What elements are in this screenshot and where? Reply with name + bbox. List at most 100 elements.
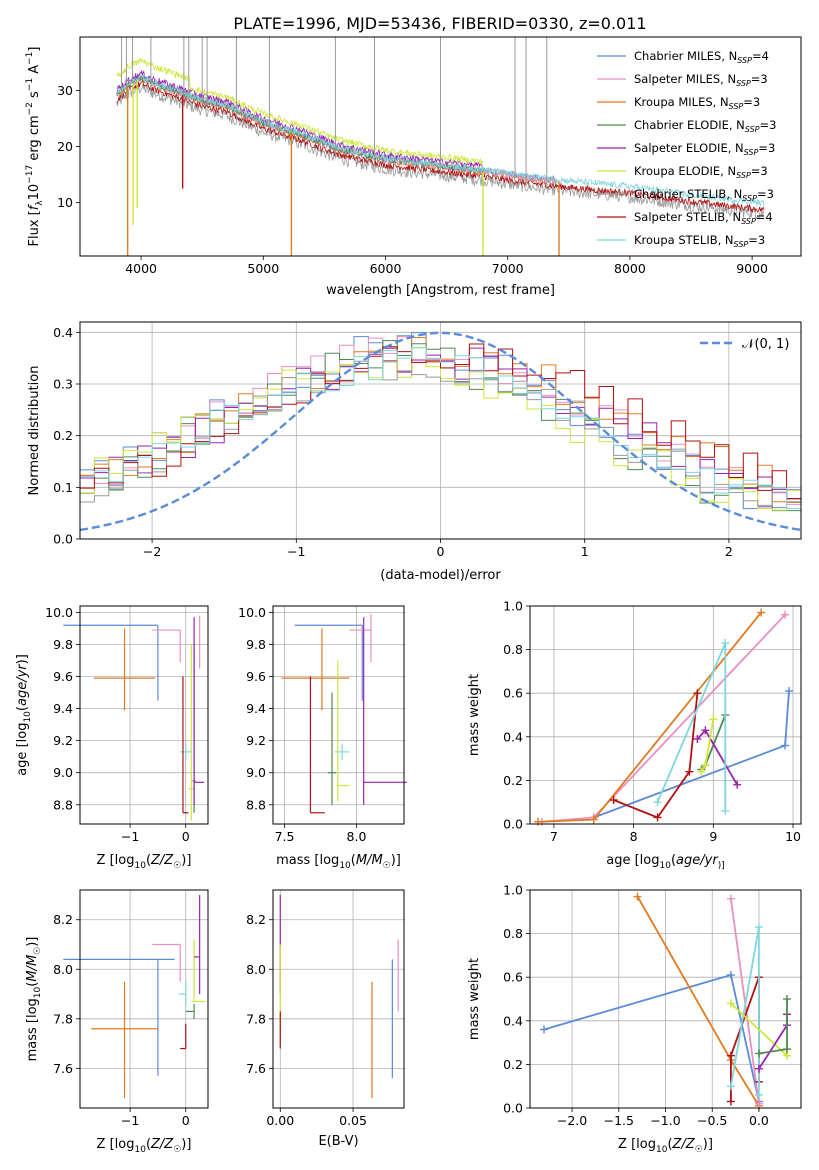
label-part: =3 xyxy=(751,72,768,86)
y-tick-label: 0.4 xyxy=(503,729,523,744)
series-marker xyxy=(726,999,735,1008)
label-part: age [log xyxy=(15,723,30,776)
series-marker xyxy=(721,806,730,815)
label-part: SSP xyxy=(736,171,751,180)
x-tick-label: −1.0 xyxy=(650,1113,680,1128)
mass_vs_Z-panel: −1 07.67.88.08.2Z [log10(Z/Z☉)]mass [log1… xyxy=(25,889,209,1155)
y-tick-label: 0.8 xyxy=(503,642,523,657)
errorbar-point xyxy=(93,628,156,711)
x-axis-label: Z [log10(Z/Z☉)] xyxy=(97,1137,192,1155)
x-axis-label: mass [log10(M/M☉)] xyxy=(276,853,401,871)
x-tick-label: 5000 xyxy=(247,261,279,276)
axes-frame xyxy=(272,889,405,1109)
spectrum-plot-area xyxy=(116,37,765,256)
errorbar-point xyxy=(309,676,325,814)
residuals-panel: −2 −1 0 1 2 0.0 0.1 0.2 0.3 0.4 (data-model)/error… xyxy=(27,321,802,583)
series-line-kroupa_elodie xyxy=(700,719,715,773)
errorbar-point xyxy=(349,614,372,663)
label-part: Z [log xyxy=(97,853,135,868)
errorbar-point xyxy=(294,624,363,701)
y-tick-label: 1.0 xyxy=(503,883,523,898)
y-axis-label: mass weight xyxy=(467,958,482,1040)
x-axis-label: Z [log10(Z/Z☉)] xyxy=(97,853,192,871)
label-part: M/M xyxy=(356,853,383,868)
label-part: 10 xyxy=(134,861,146,871)
series-marker xyxy=(693,734,702,743)
errorbar-point xyxy=(63,958,175,1076)
label-part: Kroupa ELODIE, N xyxy=(634,164,736,178)
label-part: Kroupa STELIB, N xyxy=(634,233,734,247)
legend-entry: 𝒩(0, 1) xyxy=(742,337,789,352)
x-tick-label: −2.0 xyxy=(557,1113,587,1128)
y-tick-label: 0.4 xyxy=(503,1013,523,1028)
series-marker xyxy=(685,767,694,776)
label-part: =4 xyxy=(752,49,769,63)
y-tick-label: 0.8 xyxy=(503,926,523,941)
y-tick-label: 8.8 xyxy=(53,797,73,812)
y-tick-label: 0.6 xyxy=(503,970,523,985)
y-tick-label: 10.0 xyxy=(238,605,266,620)
label-part: SSP xyxy=(744,148,759,157)
y-tick-label: 9.8 xyxy=(53,637,73,652)
x-tick-label: 0.00 xyxy=(266,1113,294,1128)
series-line-salpeter_stelib xyxy=(613,693,699,819)
label-part: age/yr xyxy=(676,853,719,868)
series-line-kroupa_miles xyxy=(537,611,762,823)
histogram-salpeter_stelib xyxy=(80,343,801,499)
y-tick-label: 9.6 xyxy=(246,669,266,684)
x-tick-label: 7000 xyxy=(492,261,524,276)
label-part: ( xyxy=(146,1137,151,1152)
label-part: erg cm xyxy=(27,115,42,164)
label-part: =3 xyxy=(757,187,774,201)
y-tick-label: 0.0 xyxy=(503,1101,523,1116)
normal-curve xyxy=(80,331,801,532)
y-axis-label: mass weight xyxy=(467,674,482,756)
label-part: ( xyxy=(671,853,676,868)
x-tick-label: −1 xyxy=(121,1113,139,1128)
label-part: 10 xyxy=(23,711,33,723)
label-part: =3 xyxy=(751,164,768,178)
errorbar-point xyxy=(63,624,159,701)
x-tick-label: 10 xyxy=(785,829,801,844)
label-part: ( xyxy=(25,982,40,987)
y-tick-label: 9.6 xyxy=(53,669,73,684)
x-tick-label: 0 xyxy=(437,544,445,559)
age_vs_Z-panel: −1 08.89.09.29.49.69.810.0Z [log10(Z/Z☉)]… xyxy=(15,605,209,871)
label-part: f xyxy=(27,203,42,210)
series-marker xyxy=(633,892,642,901)
errorbar-point xyxy=(327,692,337,805)
spectrum-series-salpeter_elodie xyxy=(116,69,484,170)
errorbar-point xyxy=(152,943,181,982)
series-marker xyxy=(697,767,706,776)
x-tick-label: 2 xyxy=(725,544,733,559)
label-part: )] xyxy=(181,1137,191,1152)
y-tick-label: 20 xyxy=(57,139,73,154)
label-part: ( xyxy=(351,853,356,868)
x-tick-label: 0.05 xyxy=(339,1113,367,1128)
label-part: 10 xyxy=(33,986,43,998)
label-part: −1 xyxy=(25,52,35,65)
x-tick-label: −1.5 xyxy=(604,1113,634,1128)
series-marker xyxy=(709,715,718,724)
y-tick-label: 0.6 xyxy=(503,686,523,701)
label-part: 10 xyxy=(339,861,351,871)
y-tick-label: 9.4 xyxy=(246,701,266,716)
y-tick-label: 0.3 xyxy=(53,377,73,392)
label-part: 10 xyxy=(660,861,672,871)
axes-frame xyxy=(79,605,209,825)
errorbar-point xyxy=(180,743,192,760)
legend-entry: Kroupa MILES, NSSP=3 xyxy=(634,95,760,111)
series-line-kroupa_miles xyxy=(636,896,760,1107)
series-marker xyxy=(781,610,790,619)
y-tick-label: 30 xyxy=(57,83,73,98)
y-axis-label: Normed distribution xyxy=(27,366,42,496)
label-part: Flux [ xyxy=(27,210,42,246)
series-marker xyxy=(782,995,791,1003)
x-axis-label: E(B-V) xyxy=(318,1134,358,1149)
label-part: ( xyxy=(667,1137,672,1152)
series-marker xyxy=(754,1049,763,1058)
y-tick-label: 0.1 xyxy=(53,480,73,495)
